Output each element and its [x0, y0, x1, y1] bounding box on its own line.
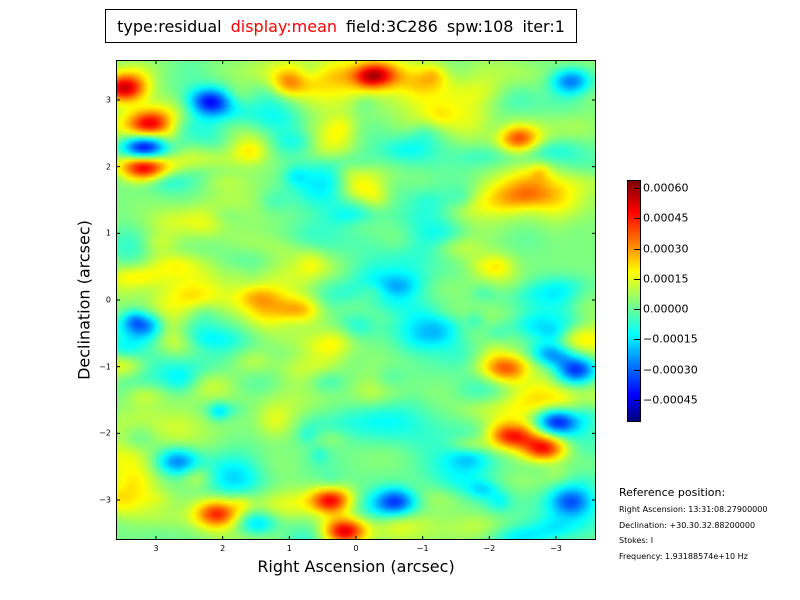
y-tick-label: 1: [105, 228, 111, 238]
reference-header: Reference position:: [619, 486, 726, 499]
colorbar: [627, 180, 641, 422]
title-display: display:mean: [230, 16, 338, 36]
colorbar-tick: [634, 218, 640, 220]
y-tick-label: 3: [105, 95, 111, 105]
y-tick-label: 0: [105, 295, 111, 305]
y-tick-label: 2: [105, 162, 111, 172]
colorbar-tick-label: 0.00000: [643, 302, 689, 316]
colorbar-tick: [634, 339, 640, 341]
y-tick-label: −1: [99, 362, 111, 372]
plot-area: [116, 60, 596, 540]
colorbar-tick: [634, 309, 640, 311]
reference-dec: Declination: +30.30.32.88200000: [619, 520, 756, 530]
x-tick-label: 0: [353, 544, 359, 553]
axes-frame: [116, 60, 596, 540]
title-spw: spw:108: [446, 16, 514, 36]
colorbar-tick: [634, 399, 640, 401]
colorbar-tick-label: −0.00015: [643, 332, 698, 346]
y-tick-label: −3: [99, 495, 111, 505]
title-field: field:3C286: [346, 16, 438, 36]
y-axis-label: Declination (arcsec): [74, 220, 94, 380]
colorbar-tick-label: 0.00060: [643, 181, 689, 195]
title-box: type:residual display:mean field:3C286 s…: [105, 9, 577, 43]
reference-stokes: Stokes: I: [619, 536, 654, 545]
title-type: type:residual: [117, 16, 222, 36]
x-tick-label: 3: [153, 544, 159, 553]
colorbar-tick: [634, 369, 640, 371]
colorbar-tick-label: 0.00045: [643, 211, 689, 225]
colorbar-tick: [634, 248, 640, 250]
colorbar-tick-label: −0.00030: [643, 363, 698, 377]
x-tick-label: −2: [483, 544, 496, 553]
colorbar-tick-label: 0.00015: [643, 272, 689, 286]
x-tick-label: 2: [220, 544, 226, 553]
colorbar-tick: [634, 278, 640, 280]
x-tick-label: 1: [286, 544, 292, 553]
x-tick-label: −3: [550, 544, 562, 553]
y-tick-label: −2: [99, 428, 111, 438]
title-iter: iter:1: [522, 16, 565, 36]
reference-position-info: Reference position: Right Ascension: 13:…: [619, 485, 767, 564]
reference-frequency: Frequency: 1.93188574e+10 Hz: [619, 551, 748, 561]
residual-image-heatmap: [116, 60, 596, 540]
reference-ra: Right Ascension: 13:31:08.27900000: [619, 505, 768, 514]
x-tick-label: −1: [416, 544, 429, 553]
colorbar-tick-label: −0.00045: [643, 393, 698, 407]
x-axis-label: Right Ascension (arcsec): [257, 557, 455, 576]
colorbar-tick: [634, 188, 640, 190]
axes-border: [116, 60, 596, 540]
colorbar-tick-label: 0.00030: [643, 242, 689, 256]
